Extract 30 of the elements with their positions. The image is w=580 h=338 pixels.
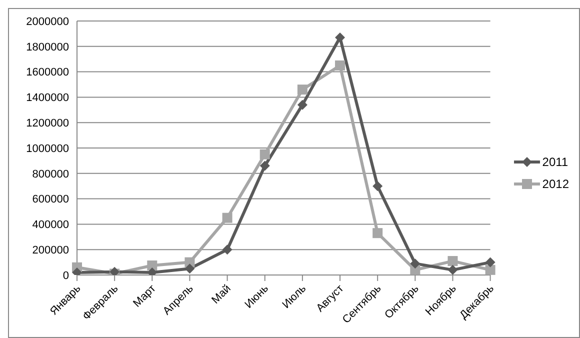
point bbox=[147, 260, 158, 270]
point bbox=[260, 160, 270, 171]
y-tick-label: 1800000 bbox=[26, 41, 69, 54]
point bbox=[297, 84, 308, 95]
y-tick-label: 1000000 bbox=[26, 142, 69, 155]
legend-label: 2011 bbox=[542, 155, 568, 169]
y-tick-label: 1200000 bbox=[26, 118, 69, 130]
y-tick-label: 200000 bbox=[32, 244, 69, 257]
y-tick-label: 1400000 bbox=[26, 92, 69, 104]
point bbox=[448, 256, 458, 266]
point bbox=[335, 32, 346, 43]
y-tick-label: 400000 bbox=[32, 219, 69, 232]
y-tick-label: 0 bbox=[62, 270, 69, 282]
point bbox=[260, 149, 270, 160]
y-tick-label: 800000 bbox=[32, 168, 69, 180]
point bbox=[410, 258, 420, 269]
point bbox=[222, 212, 232, 223]
legend-label: 2012 bbox=[542, 177, 569, 191]
point bbox=[448, 264, 458, 275]
y-tick-label: 600000 bbox=[32, 194, 69, 206]
point bbox=[335, 60, 346, 70]
point bbox=[372, 228, 383, 238]
point bbox=[485, 264, 496, 275]
point bbox=[184, 264, 195, 274]
point bbox=[222, 244, 232, 255]
point bbox=[372, 181, 383, 192]
point bbox=[297, 100, 308, 110]
y-tick-label: 1600000 bbox=[26, 66, 69, 79]
point bbox=[485, 257, 496, 268]
y-tick-label: 2000000 bbox=[26, 16, 69, 28]
